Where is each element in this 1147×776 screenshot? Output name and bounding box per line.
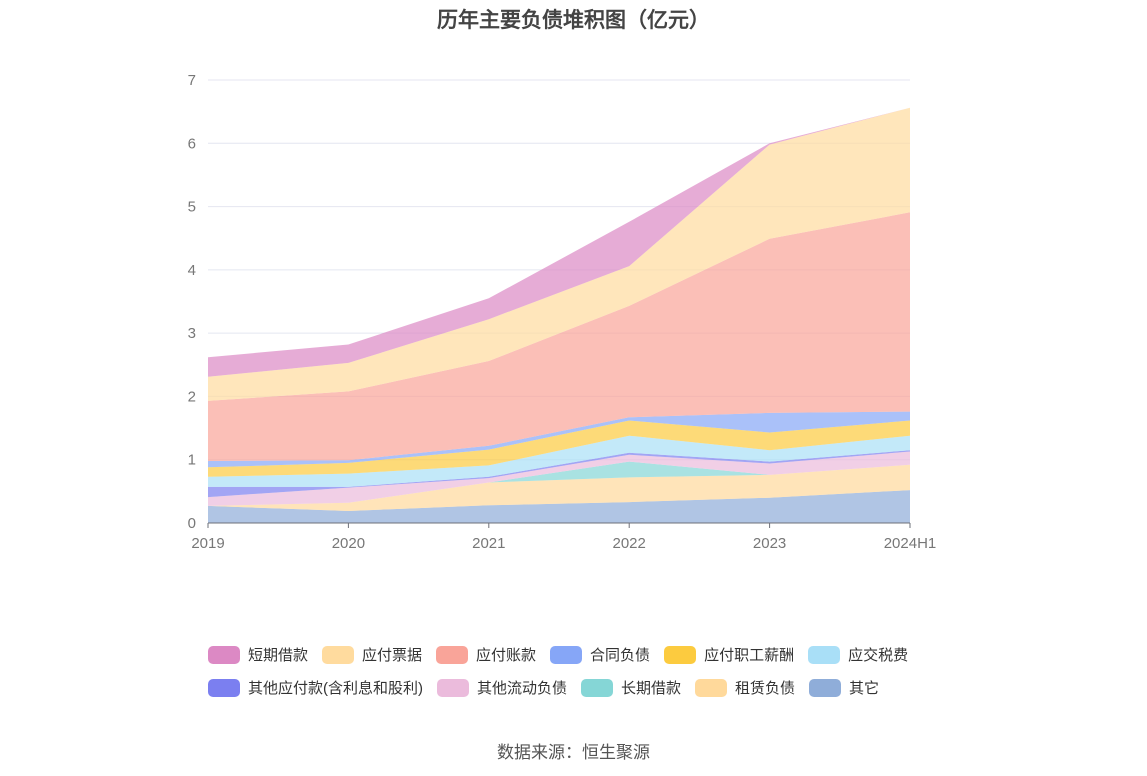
x-tick-label: 2024H1 bbox=[884, 535, 937, 552]
x-tick-label: 2023 bbox=[753, 535, 786, 552]
legend-row: 其他应付款(含利息和股利) 其他流动负债 长期借款 租赁负债 其它 bbox=[208, 671, 968, 704]
legend-item[interactable]: 应付账款 bbox=[436, 644, 536, 665]
y-tick-label: 1 bbox=[188, 452, 196, 469]
legend-swatch bbox=[437, 678, 469, 697]
legend-label: 短期借款 bbox=[248, 647, 309, 664]
area-应付账款 bbox=[208, 212, 910, 461]
area-layers bbox=[208, 107, 910, 523]
legend: 短期借款 应付票据 应付账款 合同负债 应付职工薪酬 应交税费 其他应付款(含利息和股利) 其… bbox=[208, 638, 968, 704]
area-应付职工薪酬 bbox=[208, 420, 910, 477]
legend-swatch bbox=[322, 645, 355, 664]
area-租赁负债 bbox=[208, 464, 910, 511]
x-tick-label: 2021 bbox=[472, 535, 505, 552]
stacked-area-chart: 0 1 2 3 4 5 6 7 2019 2020 2021 2022 2023 2024H1 bbox=[188, 72, 937, 552]
legend-label: 应交税费 bbox=[848, 647, 909, 664]
legend-item[interactable]: 应交税费 bbox=[808, 644, 908, 665]
area-长期借款 bbox=[208, 461, 910, 506]
y-tick-label: 6 bbox=[188, 135, 196, 152]
legend-label: 应付账款 bbox=[476, 647, 537, 664]
legend-swatch bbox=[436, 645, 469, 664]
legend-label: 其它 bbox=[849, 680, 880, 697]
legend-label: 合同负债 bbox=[590, 647, 651, 664]
y-tick-label: 4 bbox=[188, 262, 196, 279]
legend-item[interactable]: 短期借款 bbox=[208, 644, 308, 665]
legend-label: 其他应付款(含利息和股利) bbox=[248, 680, 423, 697]
source-note: 数据来源：恒生聚源 bbox=[497, 743, 650, 762]
legend-item[interactable]: 合同负债 bbox=[550, 644, 650, 665]
legend-swatch bbox=[208, 678, 240, 697]
legend-label: 应付票据 bbox=[362, 647, 423, 664]
legend-item[interactable]: 应付职工薪酬 bbox=[664, 644, 794, 665]
legend-label: 应付职工薪酬 bbox=[704, 647, 795, 664]
legend-swatch bbox=[808, 645, 841, 664]
legend-label: 长期借款 bbox=[621, 680, 682, 697]
legend-label: 其他流动负债 bbox=[477, 680, 568, 697]
x-tick-label: 2022 bbox=[613, 535, 646, 552]
legend-item[interactable]: 其它 bbox=[809, 677, 879, 698]
legend-item[interactable]: 租赁负债 bbox=[695, 677, 795, 698]
area-其它 bbox=[208, 490, 910, 523]
legend-swatch bbox=[664, 645, 697, 664]
legend-swatch bbox=[208, 645, 240, 664]
legend-row: 短期借款 应付票据 应付账款 合同负债 应付职工薪酬 应交税费 bbox=[208, 638, 968, 671]
y-tick-label: 7 bbox=[188, 72, 196, 89]
legend-swatch bbox=[695, 678, 728, 697]
legend-label: 租赁负债 bbox=[735, 680, 796, 697]
area-应交税费 bbox=[208, 435, 910, 487]
x-tick-label: 2020 bbox=[332, 535, 365, 552]
x-tick-label: 2019 bbox=[191, 535, 224, 552]
legend-swatch bbox=[809, 678, 842, 697]
y-tick-label: 5 bbox=[188, 199, 196, 216]
area-合同负债 bbox=[208, 411, 910, 468]
legend-item[interactable]: 长期借款 bbox=[581, 677, 681, 698]
chart-title: 历年主要负债堆积图（亿元） bbox=[437, 9, 710, 32]
y-tick-label: 3 bbox=[188, 325, 196, 342]
legend-swatch bbox=[581, 678, 614, 697]
y-tick-label: 2 bbox=[188, 388, 196, 405]
area-应付票据 bbox=[208, 107, 910, 401]
y-tick-label: 0 bbox=[188, 515, 196, 532]
legend-swatch bbox=[550, 645, 583, 664]
axes: 0 1 2 3 4 5 6 7 2019 2020 2021 2022 2023 2024H1 bbox=[188, 72, 937, 552]
legend-item[interactable]: 其他应付款(含利息和股利) bbox=[208, 677, 423, 698]
legend-item[interactable]: 应付票据 bbox=[322, 644, 422, 665]
legend-item[interactable]: 其他流动负债 bbox=[437, 677, 567, 698]
area-其他流动负债 bbox=[208, 451, 910, 506]
